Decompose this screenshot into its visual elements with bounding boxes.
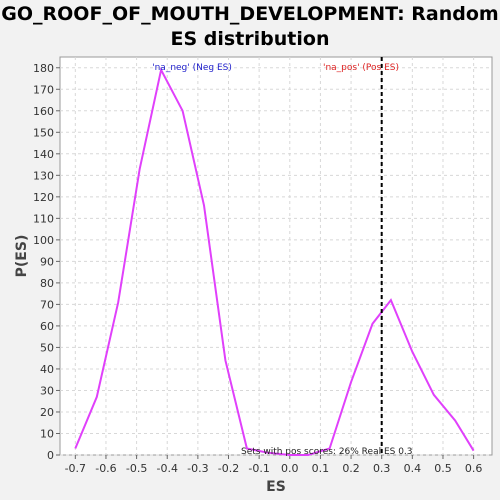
plot-area	[59, 56, 493, 456]
x-tick-label: 0.5	[434, 462, 452, 475]
x-axis: -0.7 -0.6 -0.5 -0.4 -0.3 -0.2 -0.1 0.0 0.1 0.2 0.3…	[65, 455, 483, 475]
x-tick-label: 0.4	[404, 462, 422, 475]
chart-title-line1: GO_ROOF_OF_MOUTH_DEVELOPMENT: Random	[1, 3, 499, 25]
series-line	[74, 66, 475, 456]
sets-with-pos-scores-annotation: Sets with pos scores: 26% Real ES 0.3	[241, 447, 413, 457]
y-axis-label: P(ES)	[14, 235, 30, 278]
y-tick-label: 0	[47, 449, 54, 462]
y-tick-label: 180	[33, 62, 54, 75]
x-axis-label: ES	[266, 479, 286, 495]
x-tick-label: 0.6	[465, 462, 483, 475]
y-tick-label: 20	[40, 406, 54, 419]
y-tick-label: 30	[40, 384, 54, 397]
y-tick-label: 10	[40, 427, 54, 440]
neg-es-annotation: 'na_neg' (Neg ES)	[152, 63, 232, 73]
y-tick-label: 70	[40, 298, 54, 311]
x-tick-label: -0.1	[248, 462, 269, 475]
x-tick-label: 0.1	[312, 462, 330, 475]
chart-title: GO_ROOF_OF_MOUTH_DEVELOPMENT: Random ES …	[0, 2, 500, 52]
x-tick-label: -0.2	[218, 462, 239, 475]
y-tick-label: 140	[33, 148, 54, 161]
y-tick-label: 110	[33, 212, 54, 225]
x-tick-label: 0.0	[281, 462, 299, 475]
y-tick-label: 120	[33, 191, 54, 204]
y-axis: 0 10 20 30 40 50 60 70 80 90 100 110 120 130 140 150 160…	[33, 62, 60, 462]
y-tick-label: 90	[40, 255, 54, 268]
y-tick-label: 130	[33, 169, 54, 182]
y-tick-label: 40	[40, 363, 54, 376]
x-tick-label: -0.3	[187, 462, 208, 475]
y-tick-label: 170	[33, 83, 54, 96]
pos-es-annotation: 'na_pos' (Pos ES)	[323, 63, 399, 73]
x-tick-label: 0.2	[342, 462, 360, 475]
y-tick-label: 50	[40, 341, 54, 354]
x-tick-label: -0.7	[65, 462, 86, 475]
y-tick-label: 160	[33, 105, 54, 118]
y-tick-label: 80	[40, 277, 54, 290]
x-tick-label: 0.3	[373, 462, 391, 475]
x-tick-label: -0.5	[126, 462, 147, 475]
x-tick-label: -0.6	[95, 462, 116, 475]
y-tick-label: 150	[33, 126, 54, 139]
y-tick-label: 100	[33, 234, 54, 247]
chart-title-line2: ES distribution	[170, 28, 330, 50]
x-tick-label: -0.4	[156, 462, 177, 475]
y-tick-label: 60	[40, 320, 54, 333]
